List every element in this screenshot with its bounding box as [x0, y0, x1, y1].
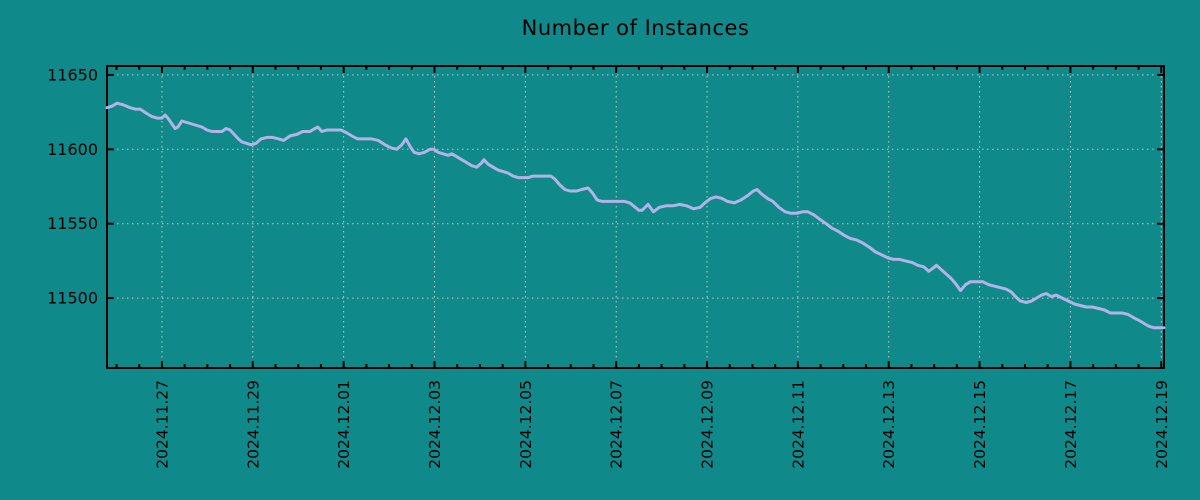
- x-tick-label: 2024.12.07: [608, 380, 626, 469]
- chart-title: Number of Instances: [521, 16, 750, 40]
- y-tick-label: 11550: [47, 214, 98, 233]
- y-tick-label: 11650: [47, 65, 98, 84]
- series-line: [105, 101, 1166, 330]
- x-tick-label: 2024.12.01: [335, 380, 353, 469]
- x-tick-label: 2024.12.13: [880, 380, 898, 469]
- x-tick-label: 2024.12.17: [1062, 380, 1080, 469]
- x-tick-label: 2024.12.03: [426, 380, 444, 469]
- plot-frame: [106, 65, 1165, 369]
- x-tick-label: 2024.12.09: [699, 380, 717, 469]
- x-tick-label: 2024.12.15: [971, 380, 989, 469]
- x-tick-label: 2024.11.29: [244, 380, 262, 469]
- x-tick-label: 2024.11.27: [153, 380, 171, 469]
- y-tick-label: 11500: [47, 289, 98, 308]
- x-tick-label: 2024.12.11: [789, 380, 807, 469]
- x-tick-label: 2024.12.05: [517, 380, 535, 469]
- x-tick-label: 2024.12.19: [1153, 380, 1171, 469]
- y-tick-label: 11600: [47, 140, 98, 159]
